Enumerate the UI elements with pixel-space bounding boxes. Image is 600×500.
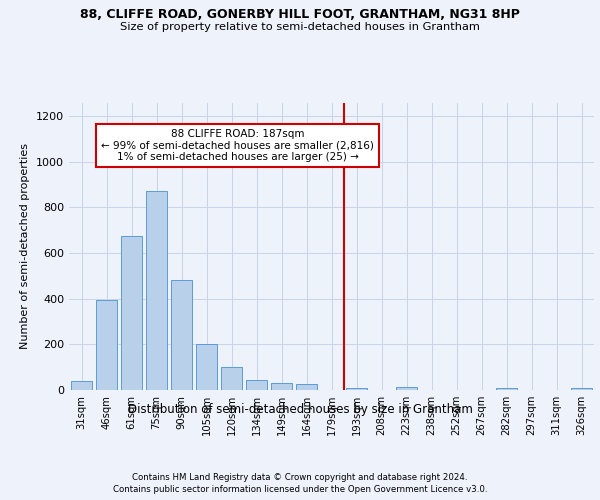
Bar <box>346 388 367 390</box>
Bar <box>121 236 142 390</box>
Bar <box>271 383 292 390</box>
Bar <box>96 300 117 390</box>
Bar <box>146 192 167 390</box>
Text: Distribution of semi-detached houses by size in Grantham: Distribution of semi-detached houses by … <box>128 402 472 415</box>
Text: Contains HM Land Registry data © Crown copyright and database right 2024.: Contains HM Land Registry data © Crown c… <box>132 472 468 482</box>
Text: 88 CLIFFE ROAD: 187sqm
← 99% of semi-detached houses are smaller (2,816)
1% of s: 88 CLIFFE ROAD: 187sqm ← 99% of semi-det… <box>101 128 374 162</box>
Bar <box>71 381 92 390</box>
Text: Contains public sector information licensed under the Open Government Licence v3: Contains public sector information licen… <box>113 485 487 494</box>
Bar <box>396 386 417 390</box>
Bar <box>171 280 192 390</box>
Y-axis label: Number of semi-detached properties: Number of semi-detached properties <box>20 143 31 350</box>
Bar <box>196 344 217 390</box>
Bar <box>571 388 592 390</box>
Text: Size of property relative to semi-detached houses in Grantham: Size of property relative to semi-detach… <box>120 22 480 32</box>
Bar <box>221 367 242 390</box>
Bar <box>296 384 317 390</box>
Bar <box>496 388 517 390</box>
Text: 88, CLIFFE ROAD, GONERBY HILL FOOT, GRANTHAM, NG31 8HP: 88, CLIFFE ROAD, GONERBY HILL FOOT, GRAN… <box>80 8 520 20</box>
Bar <box>246 380 267 390</box>
